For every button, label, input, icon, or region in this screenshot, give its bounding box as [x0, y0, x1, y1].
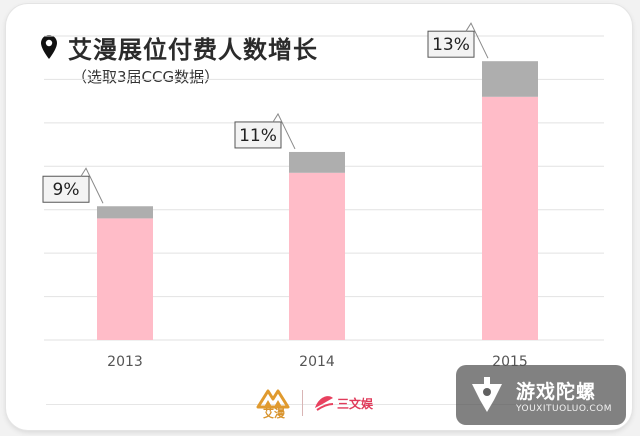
sanwenyu-mark-icon — [315, 396, 334, 411]
aimon-logo-text: 艾漫 — [263, 407, 285, 420]
watermark-title: 游戏陀螺 — [516, 380, 597, 403]
spinning-top-icon — [472, 377, 502, 412]
aimon-logo: 艾漫 — [254, 387, 292, 420]
x-tick-label: 2014 — [299, 354, 335, 370]
data-label-box — [234, 121, 282, 149]
logo-separator — [302, 390, 303, 416]
bar-segment-top — [289, 151, 345, 173]
data-label-box — [42, 175, 90, 203]
watermark: 游戏陀螺 YOUXITUOLUO.COM — [456, 365, 626, 425]
location-pin-icon — [41, 35, 57, 59]
bar-segment-top — [482, 61, 538, 97]
data-label-box — [427, 30, 475, 58]
data-label-leader — [465, 22, 489, 59]
x-tick-label: 2013 — [107, 354, 143, 370]
watermark-subtitle: YOUXITUOLUO.COM — [516, 403, 613, 414]
footer-logos: 艾漫 三文娱 — [254, 386, 373, 420]
bar-segment-base — [482, 96, 538, 340]
chart-card: 艾漫展位付费人数增长 （选取3届CCG数据） 2013 9% 2014 11% 2015… — [6, 4, 632, 430]
data-label: 9% — [53, 180, 80, 200]
sanwenyu-logo: 三文娱 — [313, 394, 373, 412]
bar-segment-base — [97, 218, 153, 340]
bar-segment-top — [97, 206, 153, 219]
bar-segment-base — [289, 172, 345, 340]
aimon-mark-icon — [256, 389, 290, 409]
data-label: 11% — [239, 126, 277, 146]
chart-subtitle: （选取3届CCG数据） — [72, 68, 220, 86]
data-label-leader — [80, 167, 104, 204]
chart-title: 艾漫展位付费人数增长 — [68, 36, 318, 64]
data-label-leader — [272, 112, 296, 150]
sanwenyu-logo-text: 三文娱 — [337, 396, 374, 411]
data-label: 13% — [432, 35, 470, 55]
